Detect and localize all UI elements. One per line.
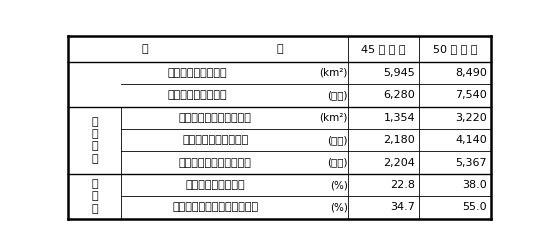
- Text: 50 年 度 末: 50 年 度 末: [433, 44, 478, 54]
- Text: (万人): (万人): [327, 158, 347, 168]
- Text: 34.7: 34.7: [390, 202, 416, 212]
- Text: 55.0: 55.0: [462, 202, 487, 212]
- Text: 6,280: 6,280: [383, 90, 416, 101]
- Text: 普
及
率: 普 及 率: [91, 179, 98, 214]
- Text: 2,180: 2,180: [383, 135, 416, 145]
- Text: 45 年 度 末: 45 年 度 末: [361, 44, 406, 54]
- Text: 1,354: 1,354: [384, 113, 416, 123]
- Text: 項: 項: [141, 44, 148, 54]
- Text: (%): (%): [330, 180, 347, 190]
- Text: 3,220: 3,220: [455, 113, 487, 123]
- Text: 市　街　地　面　積: 市 街 地 面 積: [168, 68, 227, 78]
- Text: 処　理　人　口　普　及　率: 処 理 人 口 普 及 率: [172, 202, 258, 212]
- Text: 市　街　地　人　口: 市 街 地 人 口: [168, 90, 227, 101]
- Text: (km²): (km²): [319, 68, 347, 78]
- Text: 2,204: 2,204: [383, 158, 416, 168]
- Text: 22.8: 22.8: [390, 180, 416, 190]
- Text: 整
備
状
況: 整 備 状 況: [91, 116, 98, 164]
- Text: 処　理　能　力　人　口: 処 理 能 力 人 口: [179, 158, 252, 168]
- Text: (%): (%): [330, 202, 347, 212]
- Text: 38.0: 38.0: [462, 180, 487, 190]
- Text: 処　　理　　人　　口: 処 理 人 口: [182, 135, 248, 145]
- Text: 7,540: 7,540: [455, 90, 487, 101]
- Text: 目: 目: [276, 44, 283, 54]
- Text: 8,490: 8,490: [455, 68, 487, 78]
- Text: (万人): (万人): [327, 90, 347, 101]
- Text: 5,367: 5,367: [455, 158, 487, 168]
- Text: 処　理　区　域　面　積: 処 理 区 域 面 積: [179, 113, 252, 123]
- Text: (万人): (万人): [327, 135, 347, 145]
- Text: (km²): (km²): [319, 113, 347, 123]
- Text: 4,140: 4,140: [455, 135, 487, 145]
- Text: 処理区域面積普及率: 処理区域面積普及率: [186, 180, 245, 190]
- Text: 5,945: 5,945: [383, 68, 416, 78]
